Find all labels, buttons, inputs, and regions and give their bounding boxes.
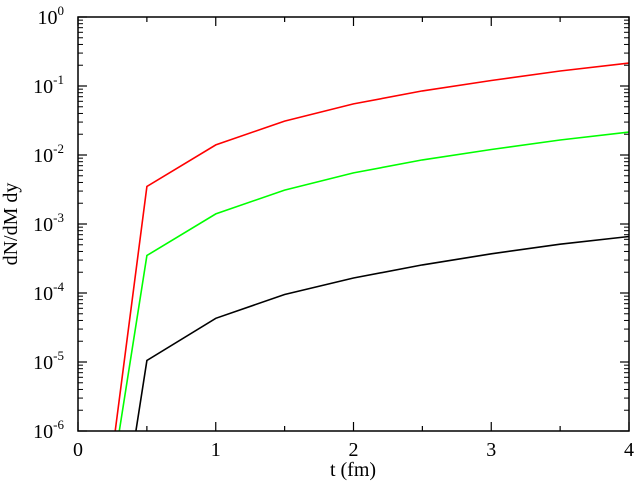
plot-frame [77, 16, 630, 432]
series-line-2 [118, 131, 630, 432]
y-tick-label: 10-1 [33, 72, 64, 98]
y-tick-label: 10-5 [33, 348, 64, 374]
y-tick-label: 10-3 [33, 210, 64, 236]
x-tick-label: 0 [73, 439, 83, 461]
plot-lines [114, 62, 630, 432]
series-line-3 [135, 235, 630, 432]
x-tick-label: 1 [211, 439, 221, 461]
y-tick-label: 100 [38, 3, 65, 29]
tick-labels: 0 1 2 3 4 10-6 10-5 10-4 10-3 10-2 10-1 100 [33, 3, 634, 461]
y-tick-label: 10-4 [33, 279, 64, 305]
x-axis-title: t (fm) [330, 459, 376, 481]
x-tick-label: 3 [486, 439, 496, 461]
y-tick-label: 10-2 [33, 141, 64, 167]
y-tick-label: 10-6 [33, 417, 64, 443]
ticks [77, 16, 630, 432]
x-tick-label: 4 [624, 439, 634, 461]
series-line-1 [114, 62, 630, 432]
x-tick-label: 2 [349, 439, 359, 461]
y-axis-title: dN/dM dy [0, 183, 22, 266]
